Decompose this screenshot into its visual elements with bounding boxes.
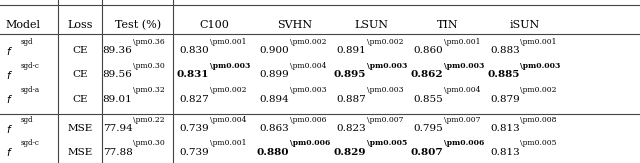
Text: \pm0.006: \pm0.006 [290,116,326,124]
Text: Model: Model [5,20,40,30]
Text: \pm0.007: \pm0.007 [367,116,403,124]
Text: 0.862: 0.862 [410,70,443,80]
Text: 89.36: 89.36 [103,46,132,55]
Text: \pm0.002: \pm0.002 [290,37,326,46]
Text: \pm0.003: \pm0.003 [210,62,250,70]
Text: \pm0.22: \pm0.22 [133,116,164,124]
Text: sgd-a: sgd-a [20,86,40,95]
Text: LSUN: LSUN [354,20,388,30]
Text: sgd: sgd [20,116,33,124]
Text: 0.885: 0.885 [487,70,520,80]
Text: \pm0.001: \pm0.001 [210,37,246,46]
Text: \pm0.005: \pm0.005 [520,139,557,148]
Text: \pm0.007: \pm0.007 [444,116,480,124]
Text: 0.807: 0.807 [410,148,443,157]
Text: \pm0.006: \pm0.006 [444,139,484,148]
Text: 0.813: 0.813 [490,124,520,133]
Text: 0.891: 0.891 [337,46,366,55]
Text: 0.739: 0.739 [180,148,209,157]
Text: SVHN: SVHN [277,20,312,30]
Text: CE: CE [72,95,88,104]
Text: \pm0.36: \pm0.36 [133,37,165,46]
Text: $f$: $f$ [6,44,13,57]
Text: \pm0.30: \pm0.30 [133,139,165,148]
Text: 0.883: 0.883 [490,46,520,55]
Text: Test (%): Test (%) [115,20,161,30]
Text: 0.830: 0.830 [180,46,209,55]
Text: \pm0.006: \pm0.006 [290,139,330,148]
Text: 0.855: 0.855 [413,95,443,104]
Text: 89.56: 89.56 [103,70,132,80]
Text: \pm0.003: \pm0.003 [290,86,326,95]
Text: \pm0.003: \pm0.003 [367,62,407,70]
Text: MSE: MSE [67,124,93,133]
Text: 0.739: 0.739 [180,124,209,133]
Text: 0.894: 0.894 [260,95,289,104]
Text: 0.887: 0.887 [337,95,366,104]
Text: 0.813: 0.813 [490,148,520,157]
Text: \pm0.001: \pm0.001 [520,37,557,46]
Text: 0.795: 0.795 [413,124,443,133]
Text: 0.823: 0.823 [337,124,366,133]
Text: 0.879: 0.879 [490,95,520,104]
Text: $f$: $f$ [6,146,13,158]
Text: 89.01: 89.01 [103,95,132,104]
Text: MSE: MSE [67,148,93,157]
Text: iSUN: iSUN [509,20,540,30]
Text: 0.880: 0.880 [257,148,289,157]
Text: 0.899: 0.899 [260,70,289,80]
Text: TIN: TIN [437,20,459,30]
Text: \pm0.003: \pm0.003 [520,62,561,70]
Text: \pm0.003: \pm0.003 [444,62,484,70]
Text: sgd-c: sgd-c [20,139,39,148]
Text: 77.94: 77.94 [103,124,132,133]
Text: 0.829: 0.829 [333,148,366,157]
Text: 0.831: 0.831 [177,70,209,80]
Text: \pm0.005: \pm0.005 [367,139,407,148]
Text: $f$: $f$ [6,123,13,135]
Text: \pm0.002: \pm0.002 [367,37,403,46]
Text: C100: C100 [200,20,229,30]
Text: sgd: sgd [20,37,33,46]
Text: 0.860: 0.860 [413,46,443,55]
Text: \pm0.32: \pm0.32 [133,86,165,95]
Text: \pm0.001: \pm0.001 [210,139,246,148]
Text: 0.863: 0.863 [260,124,289,133]
Text: 0.827: 0.827 [180,95,209,104]
Text: Loss: Loss [67,20,93,30]
Text: sgd-c: sgd-c [20,62,39,70]
Text: $f$: $f$ [6,69,13,81]
Text: CE: CE [72,46,88,55]
Text: \pm0.002: \pm0.002 [210,86,246,95]
Text: \pm0.004: \pm0.004 [444,86,480,95]
Text: \pm0.30: \pm0.30 [133,62,165,70]
Text: \pm0.001: \pm0.001 [444,37,480,46]
Text: 0.900: 0.900 [260,46,289,55]
Text: 0.895: 0.895 [333,70,366,80]
Text: \pm0.008: \pm0.008 [520,116,557,124]
Text: \pm0.002: \pm0.002 [520,86,557,95]
Text: 77.88: 77.88 [103,148,132,157]
Text: \pm0.004: \pm0.004 [290,62,326,70]
Text: $f$: $f$ [6,93,13,105]
Text: \pm0.004: \pm0.004 [210,116,246,124]
Text: \pm0.003: \pm0.003 [367,86,403,95]
Text: CE: CE [72,70,88,80]
